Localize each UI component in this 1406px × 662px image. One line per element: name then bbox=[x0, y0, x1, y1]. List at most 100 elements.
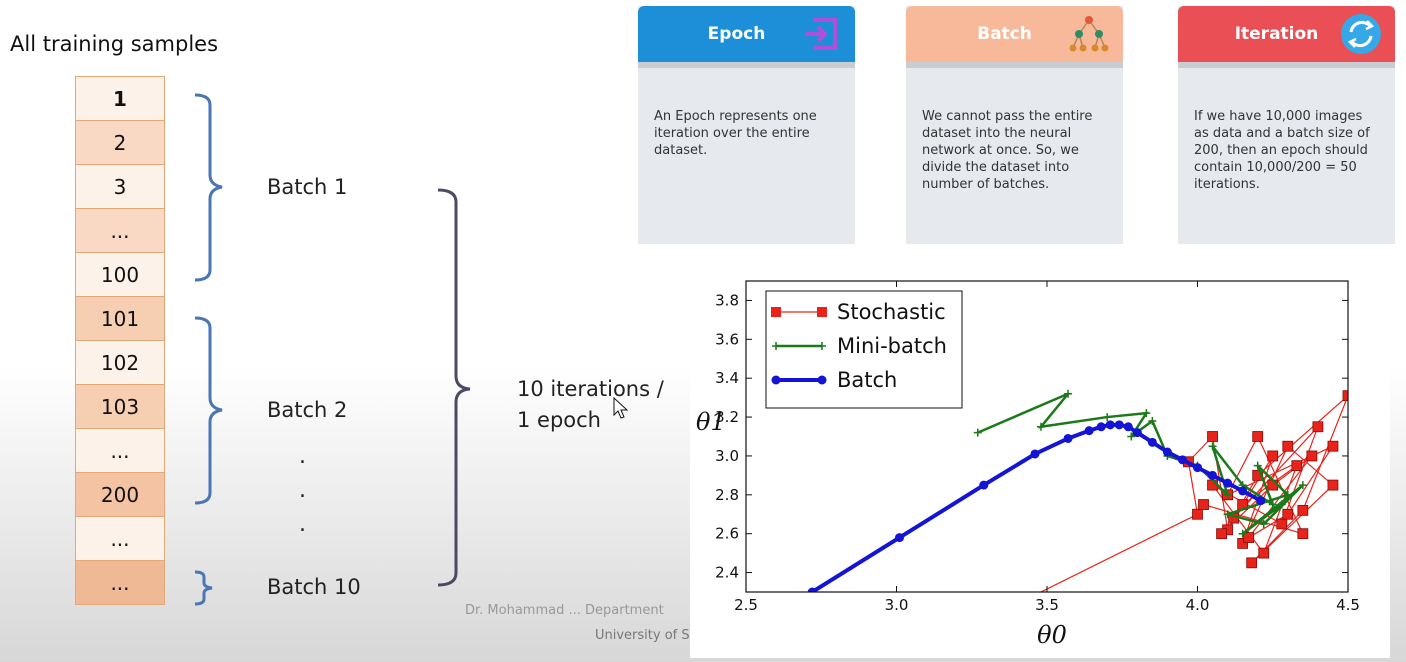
data-point-circle bbox=[1256, 496, 1266, 506]
data-point-square bbox=[1192, 508, 1203, 520]
data-point-circle bbox=[1162, 447, 1172, 457]
data-point-circle bbox=[1132, 428, 1142, 438]
data-point-square bbox=[1246, 557, 1258, 569]
sample-cell: 101 bbox=[75, 297, 165, 341]
batch-2-label: Batch 2 bbox=[267, 398, 348, 422]
data-point-circle bbox=[1177, 455, 1187, 465]
data-point-square bbox=[1243, 532, 1255, 543]
data-point-circle bbox=[1123, 422, 1133, 432]
data-point-circle bbox=[1096, 422, 1106, 432]
sample-cell: 103 bbox=[75, 385, 165, 429]
y-tick-label: 3.0 bbox=[715, 447, 739, 465]
data-point-square bbox=[1282, 440, 1294, 452]
data-point-circle bbox=[895, 533, 905, 543]
x-tick-label: 3.5 bbox=[1035, 596, 1059, 614]
sample-cell: 1 bbox=[75, 76, 165, 121]
sample-cell: 200 bbox=[75, 473, 165, 517]
legend-box bbox=[765, 290, 963, 409]
legend-marker bbox=[818, 342, 826, 350]
y-tick-label: 3.6 bbox=[715, 330, 739, 348]
data-point-square bbox=[1258, 547, 1270, 559]
data-point-square bbox=[1306, 450, 1318, 462]
y-tick-label: 3.4 bbox=[715, 369, 739, 387]
card-iteration-header: Iteration bbox=[1178, 6, 1395, 62]
card-iteration-title: Iteration bbox=[1234, 24, 1319, 44]
data-point-plus bbox=[1283, 490, 1292, 499]
card-divider bbox=[1178, 62, 1395, 68]
legend-marker bbox=[817, 307, 827, 317]
legend-marker bbox=[772, 342, 780, 350]
data-point-plus bbox=[1148, 416, 1157, 425]
footer-line-2: University of S bbox=[595, 628, 690, 643]
epoch-bracket bbox=[437, 188, 471, 587]
data-point-plus bbox=[1064, 389, 1073, 398]
data-point-plus bbox=[1223, 490, 1232, 499]
y-tick-label: 2.4 bbox=[715, 564, 739, 582]
data-point-plus bbox=[1259, 519, 1268, 528]
sample-cell: 100 bbox=[75, 253, 165, 297]
sample-cell: ... bbox=[75, 209, 165, 253]
sample-cell: ... bbox=[75, 561, 165, 605]
footer-line-1: Dr. Mohammad ... Department bbox=[465, 603, 664, 618]
card-iteration: Iteration If we have 10,000 images as da… bbox=[1178, 6, 1395, 244]
mouse-cursor-icon bbox=[613, 397, 629, 419]
sample-cell: 2 bbox=[75, 121, 165, 165]
data-point-square bbox=[1207, 431, 1218, 442]
data-point-plus bbox=[1103, 413, 1112, 422]
y-tick-label: 3.2 bbox=[715, 408, 739, 426]
data-point-square bbox=[1312, 421, 1324, 433]
card-batch-header: Batch bbox=[906, 6, 1123, 62]
data-point-plus bbox=[1277, 500, 1286, 509]
sample-column: 1 2 3... 100 101 102 103... 200...... bbox=[75, 76, 165, 605]
data-point-square bbox=[1276, 518, 1288, 530]
data-point-circle bbox=[1147, 437, 1157, 447]
data-point-plus bbox=[1036, 422, 1045, 431]
data-point-circle bbox=[979, 480, 989, 490]
x-tick-label: 4.0 bbox=[1186, 596, 1210, 614]
card-batch: Batch We cannot pass the entire dataset … bbox=[906, 6, 1123, 244]
data-point-square bbox=[1282, 508, 1294, 520]
batch10-bracket bbox=[194, 570, 213, 606]
tree-nodes-icon bbox=[1069, 16, 1109, 52]
samples-title: All training samples bbox=[10, 32, 219, 56]
legend-label: Stochastic bbox=[837, 300, 946, 324]
data-point-plus bbox=[1208, 442, 1217, 451]
data-point-circle bbox=[807, 587, 817, 592]
data-point-square bbox=[1297, 528, 1309, 540]
data-point-square bbox=[1291, 460, 1303, 472]
iterations-per-epoch: 10 iterations / 1 epoch bbox=[517, 374, 664, 436]
data-point-circle bbox=[1063, 433, 1073, 443]
batch-10-label: Batch 10 bbox=[267, 575, 361, 599]
sample-cell: ... bbox=[75, 429, 165, 473]
data-point-square bbox=[1267, 450, 1279, 462]
ellipsis-dot: . bbox=[299, 444, 306, 469]
data-point-plus bbox=[1223, 510, 1232, 519]
data-point-circle bbox=[1208, 470, 1218, 480]
legend-label: Mini-batch bbox=[837, 334, 947, 358]
data-point-plus bbox=[1238, 529, 1247, 538]
ellipsis-dot: . bbox=[299, 512, 306, 537]
y-axis-label: θ1 bbox=[696, 408, 726, 436]
legend-marker bbox=[771, 375, 781, 385]
series-line-mini-batch bbox=[977, 392, 1304, 535]
refresh-cycle-icon bbox=[1341, 14, 1381, 54]
data-point-plus bbox=[1268, 500, 1277, 509]
data-point-square bbox=[1198, 499, 1209, 510]
data-point-plus bbox=[1253, 461, 1262, 470]
card-iteration-text: If we have 10,000 images as data and a b… bbox=[1194, 109, 1370, 192]
data-point-square bbox=[1216, 528, 1227, 540]
card-batch-text: We cannot pass the entire dataset into t… bbox=[922, 109, 1093, 192]
batch1-bracket bbox=[194, 93, 223, 282]
sample-cell: 3 bbox=[75, 165, 165, 209]
iterations-line-2: 1 epoch bbox=[517, 408, 601, 432]
x-tick-label: 3.0 bbox=[885, 596, 909, 614]
batch-1-label: Batch 1 bbox=[267, 175, 348, 199]
card-divider bbox=[906, 62, 1123, 68]
series-line-stochastic bbox=[1039, 395, 1348, 592]
card-divider bbox=[638, 62, 855, 68]
sample-cell: ... bbox=[75, 517, 165, 561]
batch-brackets bbox=[194, 93, 471, 606]
data-point-circle bbox=[1223, 478, 1233, 488]
card-epoch-text: An Epoch represents one iteration over t… bbox=[654, 109, 817, 158]
x-tick-label: 4.5 bbox=[1336, 596, 1360, 614]
